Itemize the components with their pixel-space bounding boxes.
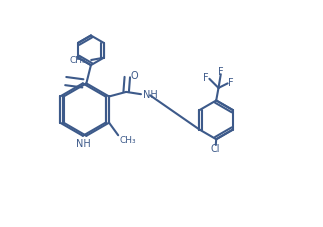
Text: NH: NH	[143, 90, 158, 100]
Text: F: F	[228, 78, 234, 88]
Text: NH: NH	[76, 138, 90, 148]
Text: F: F	[203, 72, 209, 82]
Text: CH₃: CH₃	[119, 136, 136, 145]
Text: O: O	[130, 71, 138, 80]
Text: Cl: Cl	[210, 143, 220, 153]
Text: F: F	[218, 67, 224, 76]
Text: CH₃: CH₃	[69, 56, 86, 65]
